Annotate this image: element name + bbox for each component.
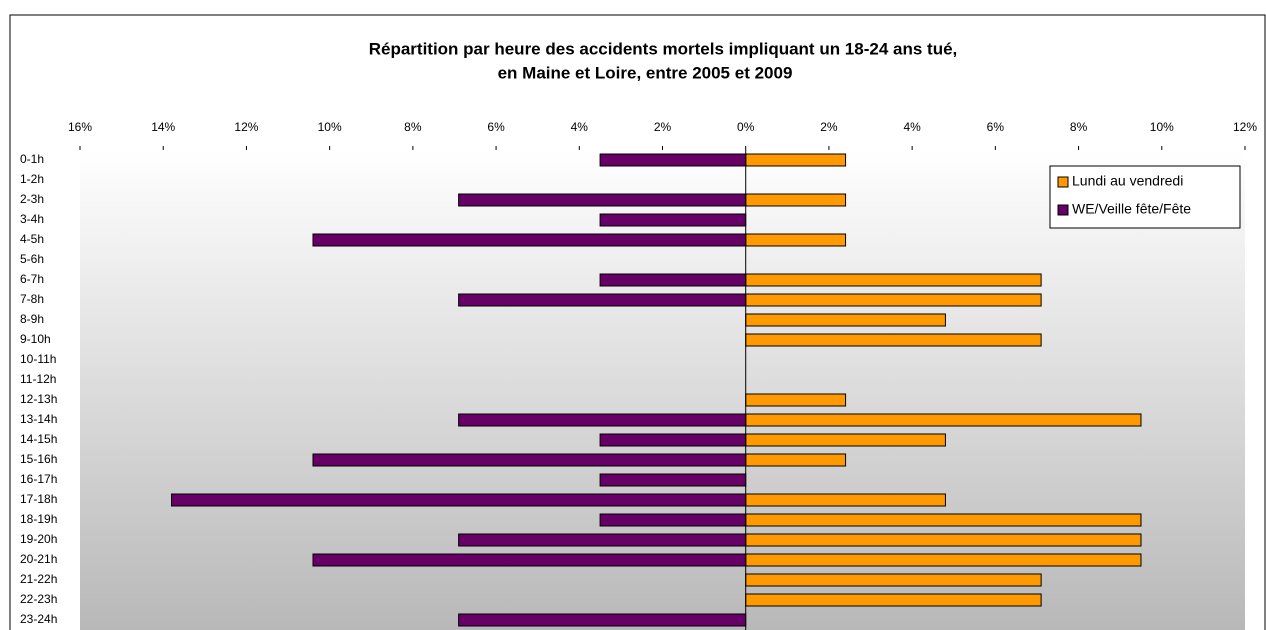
y-tick-label: 23-24h	[20, 612, 57, 626]
plot-area	[80, 150, 1245, 630]
y-tick-label: 21-22h	[20, 572, 57, 586]
y-tick-label: 12-13h	[20, 392, 57, 406]
bar	[745, 413, 1142, 427]
x-tick-label: 10%	[1150, 120, 1174, 134]
x-tick-label: 12%	[234, 120, 258, 134]
y-tick-label: 3-4h	[20, 212, 44, 226]
bar	[171, 493, 747, 507]
bar	[745, 453, 847, 467]
bar	[745, 313, 946, 327]
x-tick-label: 8%	[1070, 120, 1088, 134]
bar	[745, 193, 847, 207]
bar	[745, 233, 847, 247]
y-tick-label: 15-16h	[20, 452, 57, 466]
y-tick-label: 9-10h	[20, 332, 51, 346]
y-tick-label: 19-20h	[20, 532, 57, 546]
bar	[745, 513, 1142, 527]
x-tick-label: 2%	[820, 120, 838, 134]
legend-label: WE/Veille fête/Fête	[1072, 201, 1191, 217]
chart-title: Répartition par heure des accidents mort…	[369, 39, 958, 58]
y-tick-label: 22-23h	[20, 592, 57, 606]
bar	[458, 193, 747, 207]
y-tick-label: 13-14h	[20, 412, 57, 426]
y-tick-label: 0-1h	[20, 152, 44, 166]
x-tick-label: 4%	[903, 120, 921, 134]
bar	[599, 273, 747, 287]
bar	[458, 293, 747, 307]
y-tick-label: 20-21h	[20, 552, 57, 566]
y-tick-label: 7-8h	[20, 292, 44, 306]
x-tick-label: 6%	[987, 120, 1005, 134]
bar	[745, 273, 1042, 287]
bar	[458, 533, 747, 547]
y-tick-label: 4-5h	[20, 232, 44, 246]
bar	[745, 393, 847, 407]
bar	[745, 493, 946, 507]
legend-swatch	[1057, 176, 1069, 188]
y-tick-label: 5-6h	[20, 252, 44, 266]
bar	[458, 413, 747, 427]
x-tick-label: 14%	[151, 120, 175, 134]
y-tick-label: 2-3h	[20, 192, 44, 206]
bar	[745, 533, 1142, 547]
bar	[312, 553, 747, 567]
chart-subtitle: en Maine et Loire, entre 2005 et 2009	[498, 63, 793, 82]
y-tick-label: 6-7h	[20, 272, 44, 286]
y-tick-label: 16-17h	[20, 472, 57, 486]
bar	[745, 573, 1042, 587]
y-tick-label: 8-9h	[20, 312, 44, 326]
bar	[745, 593, 1042, 607]
bar	[745, 153, 847, 167]
bar	[745, 433, 946, 447]
bar	[599, 153, 747, 167]
x-tick-label: 16%	[68, 120, 92, 134]
legend	[1049, 165, 1241, 229]
x-tick-label: 4%	[571, 120, 589, 134]
x-tick-label: 12%	[1233, 120, 1257, 134]
x-tick-label: 8%	[404, 120, 422, 134]
x-tick-label: 2%	[654, 120, 672, 134]
y-tick-label: 11-12h	[20, 372, 56, 386]
y-tick-label: 10-11h	[20, 352, 56, 366]
bar	[312, 233, 747, 247]
bar	[599, 433, 747, 447]
bar	[458, 613, 747, 627]
y-tick-label: 17-18h	[20, 492, 57, 506]
y-tick-label: 14-15h	[20, 432, 57, 446]
bar	[745, 553, 1142, 567]
bar	[745, 333, 1042, 347]
x-tick-label: 6%	[487, 120, 505, 134]
bar	[599, 213, 747, 227]
bar	[599, 473, 747, 487]
x-tick-label: 10%	[318, 120, 342, 134]
y-tick-label: 18-19h	[20, 512, 57, 526]
x-tick-label: 0%	[737, 120, 755, 134]
bar	[599, 513, 747, 527]
y-tick-label: 1-2h	[20, 172, 44, 186]
legend-label: Lundi au vendredi	[1072, 173, 1183, 189]
legend-swatch	[1057, 204, 1069, 216]
bar	[745, 293, 1042, 307]
bar	[312, 453, 747, 467]
